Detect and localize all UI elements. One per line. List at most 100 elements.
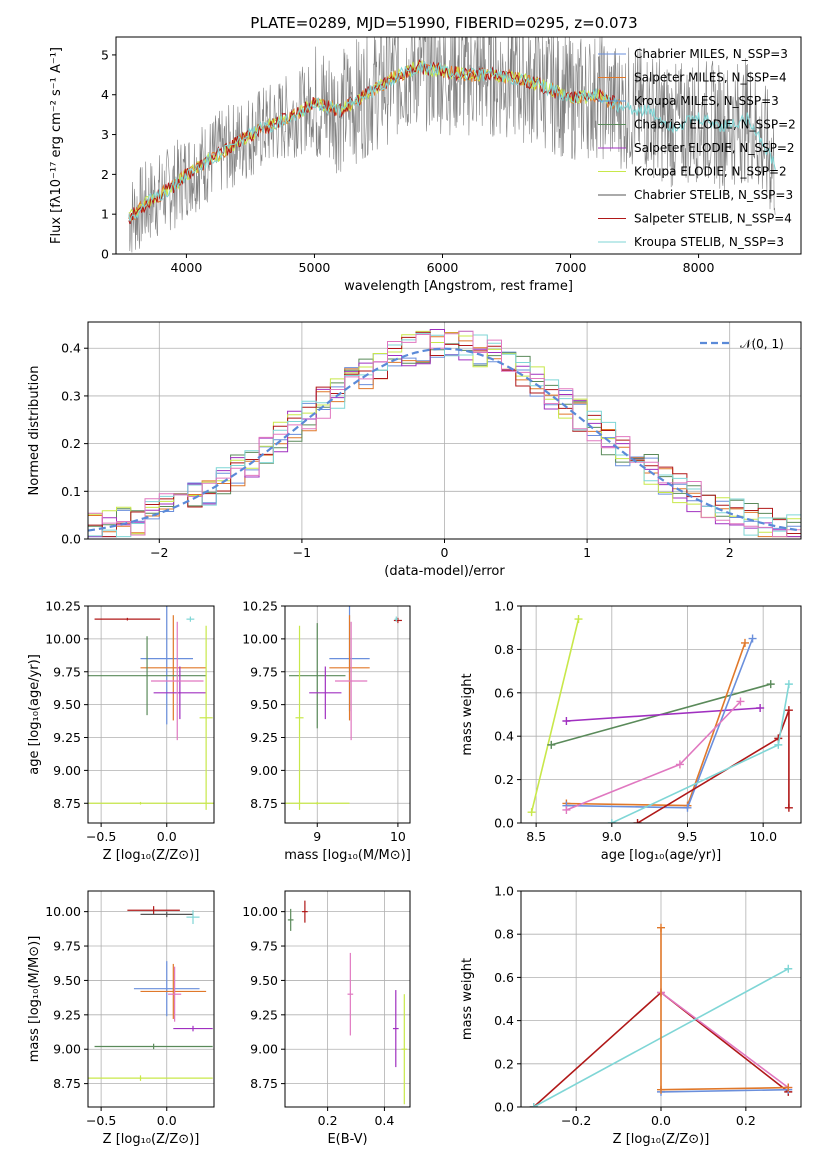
data-point-pink bbox=[562, 805, 571, 814]
figure-title: PLATE=0289, MJD=51990, FIBERID=0295, z=0… bbox=[250, 14, 637, 32]
data-point-salpeter_miles bbox=[657, 1085, 665, 1094]
legend-label: Chabrier MILES, N_SSP=3 bbox=[634, 47, 788, 61]
x-tick-label: −2 bbox=[150, 545, 168, 560]
y-tick-label: 9.50 bbox=[250, 697, 278, 712]
data-point-pink bbox=[736, 697, 745, 706]
data-point-salpeter_elodie bbox=[562, 717, 571, 726]
x-tick-label: −0.2 bbox=[561, 1113, 591, 1128]
y-tick-label: 9.75 bbox=[250, 664, 278, 679]
y-tick-label: 0.1 bbox=[61, 484, 81, 499]
y-tick-label: 0.4 bbox=[494, 1013, 514, 1028]
series-line-kroupa_stelib bbox=[611, 683, 790, 823]
plot-area bbox=[88, 906, 213, 1081]
legend-label: Salpeter STELIB, N_SSP=4 bbox=[634, 212, 792, 226]
y-tick-label: 9.00 bbox=[53, 763, 81, 778]
x-tick-label: 0.2 bbox=[736, 1113, 756, 1128]
y-axis-label: age [log₁₀(age/yr)] bbox=[27, 654, 42, 775]
legend-label: Salpeter ELODIE, N_SSP=2 bbox=[634, 141, 795, 155]
observed-spectrum bbox=[128, 37, 776, 253]
data-point-pink bbox=[675, 760, 684, 769]
x-tick-label: 0.2 bbox=[318, 1113, 338, 1128]
x-tick-label: 0.0 bbox=[157, 829, 177, 844]
plot-area bbox=[88, 329, 801, 538]
data-point-salpeter_miles bbox=[784, 1083, 793, 1092]
x-axis-label: E(B-V) bbox=[327, 1132, 367, 1147]
y-axis-label: Normed distribution bbox=[27, 366, 42, 496]
x-axis-label: (data-model)/error bbox=[384, 564, 505, 579]
x-tick-label: −1 bbox=[293, 545, 311, 560]
series-line-chabrier_miles bbox=[566, 638, 754, 809]
data-point-chabrier_elodie bbox=[766, 680, 775, 689]
legend-label: Kroupa STELIB, N_SSP=3 bbox=[634, 235, 784, 249]
x-tick-label: 9 bbox=[313, 829, 321, 844]
y-tick-label: 8.75 bbox=[250, 796, 278, 811]
x-tick-label: 1 bbox=[583, 545, 591, 560]
x-tick-label: 0 bbox=[441, 545, 449, 560]
y-tick-label: 8.75 bbox=[53, 1076, 81, 1091]
x-tick-label: 4000 bbox=[171, 260, 203, 275]
y-tick-label: 10.00 bbox=[45, 904, 81, 919]
x-axis-label: age [log₁₀(age/yr)] bbox=[601, 848, 722, 863]
y-axis-label: Flux [fλ10⁻¹⁷ erg cm⁻² s⁻¹ A⁻¹] bbox=[49, 47, 64, 244]
model-spectrum-kroupa_stelib bbox=[128, 60, 776, 222]
y-tick-label: 0.6 bbox=[494, 685, 514, 700]
chart-mass-age: 9 10 8.75 9.00 9.25 9.50 9.75 10.00 10.25 mass [l… bbox=[242, 599, 411, 864]
y-tick-label: 8.75 bbox=[250, 1076, 278, 1091]
x-tick-label: 9.0 bbox=[602, 829, 622, 844]
y-tick-label: 5 bbox=[101, 47, 109, 62]
data-point-salpeter_stelib bbox=[633, 819, 642, 823]
legend-label: Salpeter MILES, N_SSP=4 bbox=[634, 71, 787, 85]
y-tick-label: 3 bbox=[101, 127, 109, 142]
data-point-kroupa_stelib bbox=[607, 819, 616, 823]
y-tick-label: 0.0 bbox=[61, 532, 81, 547]
x-tick-label: 6000 bbox=[427, 260, 459, 275]
panels: Chabrier MILES, N_SSP=3 Salpeter MILES, N… bbox=[27, 36, 802, 1147]
legend-label: Kroupa MILES, N_SSP=3 bbox=[634, 94, 779, 108]
x-tick-label: 2 bbox=[726, 545, 734, 560]
series-line-salpeter_miles bbox=[660, 927, 789, 1091]
plot-area bbox=[529, 923, 793, 1107]
y-axis-label: mass [log₁₀(M/M⊙)] bbox=[27, 936, 42, 1063]
axes-frame bbox=[284, 605, 411, 824]
legend-label: Chabrier ELODIE, N_SSP=2 bbox=[634, 118, 796, 132]
plot-area bbox=[285, 606, 402, 810]
x-tick-label: 10.0 bbox=[749, 829, 777, 844]
y-tick-label: 0.4 bbox=[61, 341, 81, 356]
chart-residuals: 𝒩(0, 1) −2 −1 0 1 2 0.0 0.1 0.2 0.3 0.4 (data-model… bbox=[27, 321, 802, 579]
y-tick-label: 0.8 bbox=[494, 927, 514, 942]
x-tick-label: 7000 bbox=[555, 260, 587, 275]
y-tick-label: 9.75 bbox=[53, 664, 81, 679]
y-tick-label: 9.75 bbox=[250, 939, 278, 954]
legend-label: Chabrier STELIB, N_SSP=3 bbox=[634, 188, 793, 202]
x-axis-label: Z [log₁₀(Z/Z⊙)] bbox=[103, 848, 200, 863]
axes-frame bbox=[520, 605, 802, 824]
x-axis-label: Z [log₁₀(Z/Z⊙)] bbox=[613, 1132, 710, 1147]
y-tick-label: 9.25 bbox=[250, 1007, 278, 1022]
y-tick-label: 9.00 bbox=[53, 1042, 81, 1057]
axes-frame bbox=[284, 890, 411, 1108]
y-tick-label: 1.0 bbox=[494, 599, 514, 614]
data-point-chabrier_elodie bbox=[547, 740, 556, 749]
x-tick-label: 0.0 bbox=[651, 1113, 671, 1128]
y-tick-label: 9.50 bbox=[53, 697, 81, 712]
x-axis-label: mass [log₁₀(M/M⊙)] bbox=[284, 848, 411, 863]
plot-area bbox=[128, 37, 776, 253]
legend-label: Kroupa ELODIE, N_SSP=2 bbox=[634, 165, 787, 179]
y-tick-label: 10.25 bbox=[45, 599, 81, 614]
series-line-salpeter_stelib bbox=[637, 709, 790, 823]
plot-area bbox=[287, 900, 408, 1105]
y-tick-label: 0.2 bbox=[494, 1056, 514, 1071]
data-point-chabrier_miles bbox=[748, 634, 757, 643]
x-tick-label: 8000 bbox=[683, 260, 715, 275]
x-tick-label: 9.5 bbox=[678, 829, 698, 844]
y-tick-label: 8.75 bbox=[53, 796, 81, 811]
plot-area bbox=[527, 615, 793, 823]
y-tick-label: 0.2 bbox=[61, 436, 81, 451]
y-tick-label: 9.50 bbox=[250, 973, 278, 988]
y-tick-label: 0.6 bbox=[494, 970, 514, 985]
chart-age-weight: 8.5 9.0 9.5 10.0 0.0 0.2 0.4 0.6 0.8 1.0 age [log₁… bbox=[460, 599, 802, 863]
data-point-salpeter_stelib bbox=[784, 803, 793, 812]
y-tick-label: 9.50 bbox=[53, 973, 81, 988]
axes-frame bbox=[87, 890, 215, 1108]
y-tick-label: 9.00 bbox=[250, 1042, 278, 1057]
